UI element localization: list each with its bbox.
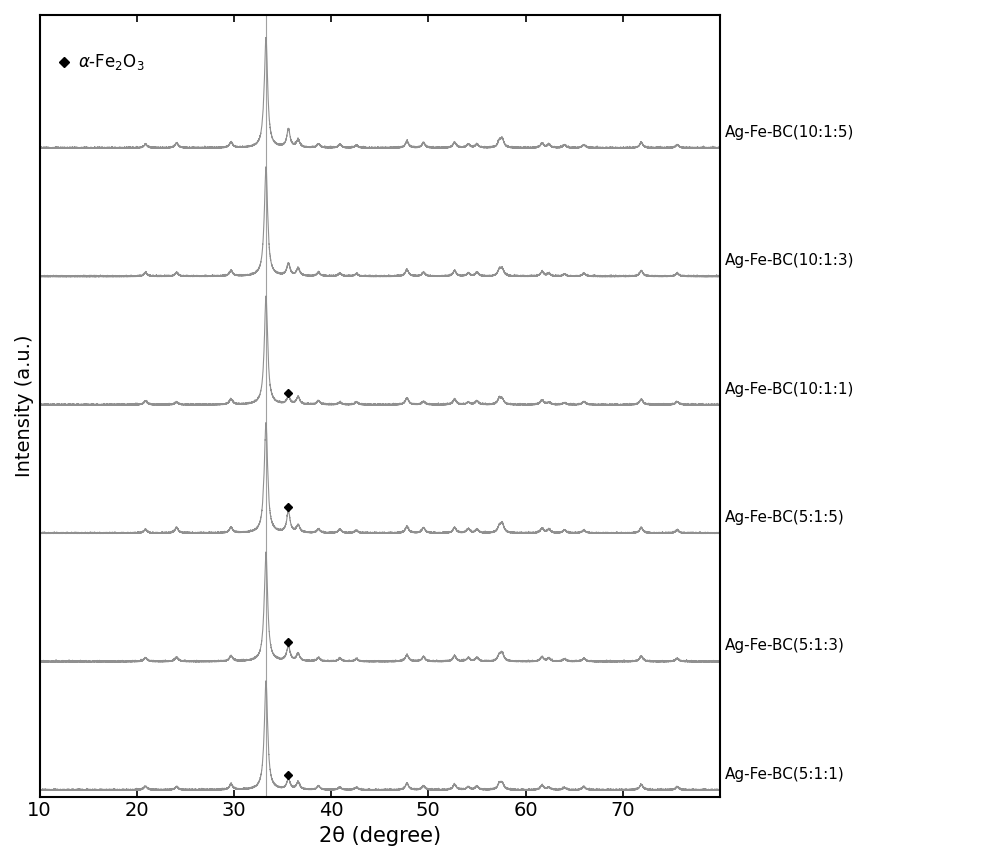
Text: Ag-Fe-BC(10:1:3): Ag-Fe-BC(10:1:3) [725, 253, 854, 268]
Y-axis label: Intensity (a.u.): Intensity (a.u.) [15, 335, 34, 477]
Text: Ag-Fe-BC(5:1:1): Ag-Fe-BC(5:1:1) [725, 767, 845, 782]
Text: Ag-Fe-BC(10:1:1): Ag-Fe-BC(10:1:1) [725, 381, 854, 397]
Text: Ag-Fe-BC(5:1:5): Ag-Fe-BC(5:1:5) [725, 510, 845, 525]
Text: Ag-Fe-BC(10:1:5): Ag-Fe-BC(10:1:5) [725, 125, 854, 139]
X-axis label: 2θ (degree): 2θ (degree) [319, 826, 441, 846]
Text: Ag-Fe-BC(5:1:3): Ag-Fe-BC(5:1:3) [725, 638, 845, 653]
Text: $\alpha$-Fe$_2$O$_3$: $\alpha$-Fe$_2$O$_3$ [78, 52, 145, 72]
